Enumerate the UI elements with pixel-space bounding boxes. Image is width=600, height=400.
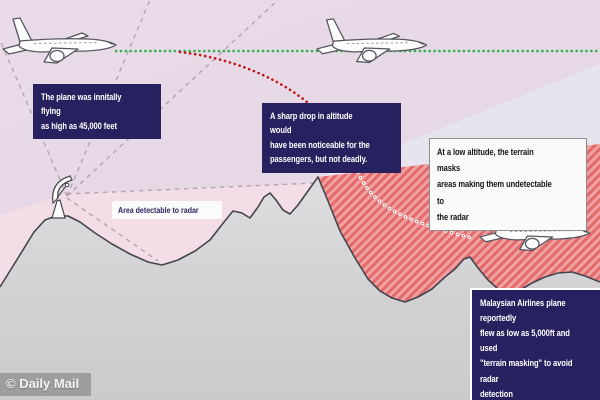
airplane-dropping-icon [316,18,428,64]
callout-sharp-drop-text: A sharp drop in altitude would have been… [270,111,370,165]
masked-low-path [356,170,474,240]
daily-mail-watermark: © Daily Mail [0,373,92,396]
callout-terrain-mask-text: At a low altitude, the terrain masks are… [437,147,552,222]
callout-initial-altitude-text: The plane was innitally flying as high a… [41,92,122,131]
callout-sharp-drop: A sharp drop in altitude would have been… [262,103,401,173]
area-detectable-label: Area detectable to radar [112,201,223,219]
terrain-silhouette [0,176,600,400]
callout-malaysian-airlines: Malaysian Airlines plane reportedly flew… [470,288,600,400]
callout-terrain-mask: At a low altitude, the terrain masks are… [429,138,587,231]
airplane-high-icon [2,17,117,64]
callout-initial-altitude: The plane was innitally flying as high a… [33,84,161,140]
callout-malaysian-airlines-text: Malaysian Airlines plane reportedly flew… [480,298,573,399]
descent-path [178,50,360,174]
radar-dish-icon [51,175,73,219]
